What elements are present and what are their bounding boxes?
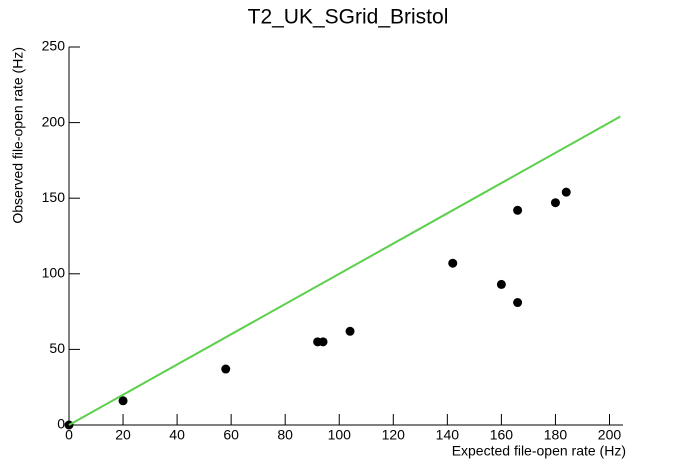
point (513, 298, 523, 308)
point (496, 279, 506, 289)
point (318, 337, 328, 347)
x-tick-label: 20 (115, 427, 131, 443)
x-tick-label: 100 (328, 427, 352, 443)
y-tick-label: 100 (42, 265, 66, 281)
y-tick-label: 50 (49, 340, 65, 356)
x-tick-label: 200 (598, 427, 622, 443)
fit-line (68, 115, 621, 426)
point (448, 258, 458, 268)
y-tick-label: 0 (57, 416, 65, 432)
y-axis-label: Observed file-open rate (Hz) (10, 47, 26, 224)
x-tick-label: 80 (277, 427, 293, 443)
point (561, 187, 571, 197)
x-tick-label: 40 (169, 427, 185, 443)
x-tick-label: 60 (223, 427, 239, 443)
x-tick-label: 0 (65, 427, 73, 443)
x-tick-label: 140 (436, 427, 460, 443)
y-tick-label: 200 (42, 113, 66, 129)
point (345, 326, 355, 336)
point (118, 396, 128, 406)
point (221, 364, 231, 374)
y-tick-label: 150 (42, 189, 66, 205)
point (513, 205, 523, 215)
y-tick-label: 250 (42, 38, 66, 54)
point (550, 198, 560, 208)
x-tick-label: 160 (490, 427, 514, 443)
chart-title: T2_UK_SGrid_Bristol (248, 6, 449, 29)
x-tick-label: 180 (544, 427, 568, 443)
x-tick-label: 120 (382, 427, 406, 443)
x-axis-label: Expected file-open rate (Hz) (452, 443, 626, 459)
